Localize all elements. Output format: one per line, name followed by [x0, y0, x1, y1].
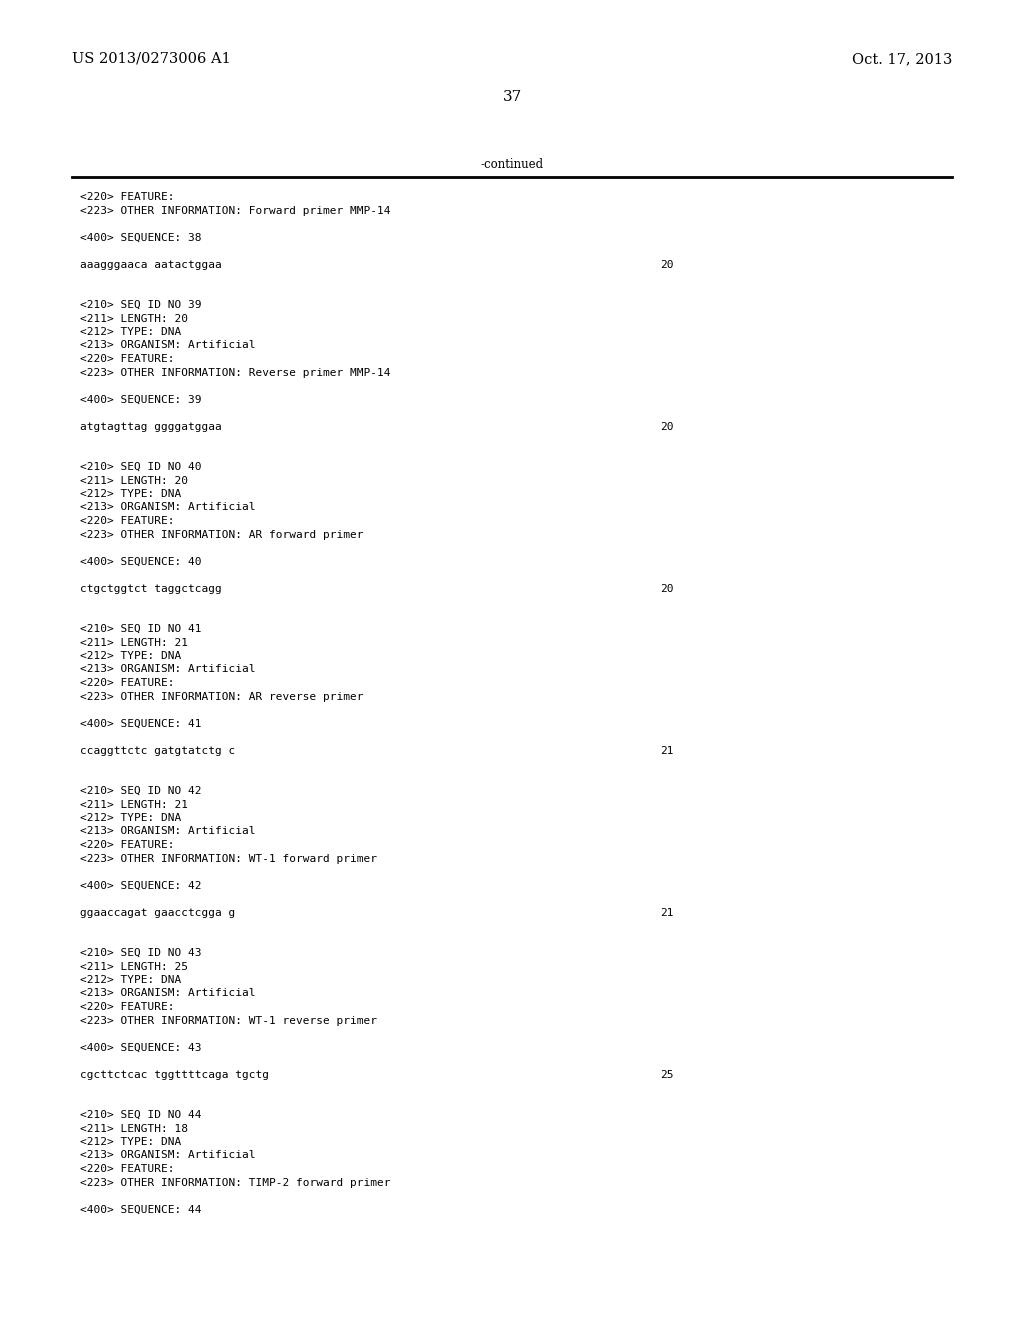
Text: 20: 20 — [660, 421, 674, 432]
Text: <400> SEQUENCE: 39: <400> SEQUENCE: 39 — [80, 395, 202, 404]
Text: <212> TYPE: DNA: <212> TYPE: DNA — [80, 813, 181, 822]
Text: <211> LENGTH: 21: <211> LENGTH: 21 — [80, 638, 188, 648]
Text: 21: 21 — [660, 908, 674, 917]
Text: <223> OTHER INFORMATION: WT-1 reverse primer: <223> OTHER INFORMATION: WT-1 reverse pr… — [80, 1015, 377, 1026]
Text: <213> ORGANISM: Artificial: <213> ORGANISM: Artificial — [80, 1151, 256, 1160]
Text: <223> OTHER INFORMATION: WT-1 forward primer: <223> OTHER INFORMATION: WT-1 forward pr… — [80, 854, 377, 863]
Text: <223> OTHER INFORMATION: Forward primer MMP-14: <223> OTHER INFORMATION: Forward primer … — [80, 206, 390, 215]
Text: <220> FEATURE:: <220> FEATURE: — [80, 678, 174, 688]
Text: cgcttctcac tggttttcaga tgctg: cgcttctcac tggttttcaga tgctg — [80, 1069, 269, 1080]
Text: <223> OTHER INFORMATION: TIMP-2 forward primer: <223> OTHER INFORMATION: TIMP-2 forward … — [80, 1177, 390, 1188]
Text: <210> SEQ ID NO 42: <210> SEQ ID NO 42 — [80, 785, 202, 796]
Text: <400> SEQUENCE: 41: <400> SEQUENCE: 41 — [80, 718, 202, 729]
Text: atgtagttag ggggatggaa: atgtagttag ggggatggaa — [80, 421, 222, 432]
Text: 37: 37 — [503, 90, 521, 104]
Text: <210> SEQ ID NO 41: <210> SEQ ID NO 41 — [80, 624, 202, 634]
Text: <212> TYPE: DNA: <212> TYPE: DNA — [80, 651, 181, 661]
Text: <400> SEQUENCE: 38: <400> SEQUENCE: 38 — [80, 232, 202, 243]
Text: <212> TYPE: DNA: <212> TYPE: DNA — [80, 975, 181, 985]
Text: <220> FEATURE:: <220> FEATURE: — [80, 516, 174, 525]
Text: <400> SEQUENCE: 42: <400> SEQUENCE: 42 — [80, 880, 202, 891]
Text: ccaggttctc gatgtatctg c: ccaggttctc gatgtatctg c — [80, 746, 236, 755]
Text: <210> SEQ ID NO 40: <210> SEQ ID NO 40 — [80, 462, 202, 473]
Text: <400> SEQUENCE: 43: <400> SEQUENCE: 43 — [80, 1043, 202, 1052]
Text: <211> LENGTH: 18: <211> LENGTH: 18 — [80, 1123, 188, 1134]
Text: <210> SEQ ID NO 44: <210> SEQ ID NO 44 — [80, 1110, 202, 1119]
Text: 25: 25 — [660, 1069, 674, 1080]
Text: <400> SEQUENCE: 44: <400> SEQUENCE: 44 — [80, 1204, 202, 1214]
Text: 21: 21 — [660, 746, 674, 755]
Text: <220> FEATURE:: <220> FEATURE: — [80, 354, 174, 364]
Text: <211> LENGTH: 21: <211> LENGTH: 21 — [80, 800, 188, 809]
Text: <220> FEATURE:: <220> FEATURE: — [80, 1002, 174, 1012]
Text: <210> SEQ ID NO 39: <210> SEQ ID NO 39 — [80, 300, 202, 310]
Text: <223> OTHER INFORMATION: AR reverse primer: <223> OTHER INFORMATION: AR reverse prim… — [80, 692, 364, 701]
Text: <211> LENGTH: 25: <211> LENGTH: 25 — [80, 961, 188, 972]
Text: <220> FEATURE:: <220> FEATURE: — [80, 191, 174, 202]
Text: <211> LENGTH: 20: <211> LENGTH: 20 — [80, 314, 188, 323]
Text: <212> TYPE: DNA: <212> TYPE: DNA — [80, 327, 181, 337]
Text: ggaaccagat gaacctcgga g: ggaaccagat gaacctcgga g — [80, 908, 236, 917]
Text: <213> ORGANISM: Artificial: <213> ORGANISM: Artificial — [80, 503, 256, 512]
Text: <210> SEQ ID NO 43: <210> SEQ ID NO 43 — [80, 948, 202, 958]
Text: <212> TYPE: DNA: <212> TYPE: DNA — [80, 488, 181, 499]
Text: <213> ORGANISM: Artificial: <213> ORGANISM: Artificial — [80, 341, 256, 351]
Text: <211> LENGTH: 20: <211> LENGTH: 20 — [80, 475, 188, 486]
Text: US 2013/0273006 A1: US 2013/0273006 A1 — [72, 51, 230, 66]
Text: ctgctggtct taggctcagg: ctgctggtct taggctcagg — [80, 583, 222, 594]
Text: <223> OTHER INFORMATION: Reverse primer MMP-14: <223> OTHER INFORMATION: Reverse primer … — [80, 367, 390, 378]
Text: <223> OTHER INFORMATION: AR forward primer: <223> OTHER INFORMATION: AR forward prim… — [80, 529, 364, 540]
Text: 20: 20 — [660, 583, 674, 594]
Text: Oct. 17, 2013: Oct. 17, 2013 — [852, 51, 952, 66]
Text: 20: 20 — [660, 260, 674, 269]
Text: <212> TYPE: DNA: <212> TYPE: DNA — [80, 1137, 181, 1147]
Text: aaagggaaca aatactggaa: aaagggaaca aatactggaa — [80, 260, 222, 269]
Text: <220> FEATURE:: <220> FEATURE: — [80, 840, 174, 850]
Text: <400> SEQUENCE: 40: <400> SEQUENCE: 40 — [80, 557, 202, 566]
Text: <213> ORGANISM: Artificial: <213> ORGANISM: Artificial — [80, 826, 256, 837]
Text: <220> FEATURE:: <220> FEATURE: — [80, 1164, 174, 1173]
Text: <213> ORGANISM: Artificial: <213> ORGANISM: Artificial — [80, 989, 256, 998]
Text: <213> ORGANISM: Artificial: <213> ORGANISM: Artificial — [80, 664, 256, 675]
Text: -continued: -continued — [480, 158, 544, 172]
